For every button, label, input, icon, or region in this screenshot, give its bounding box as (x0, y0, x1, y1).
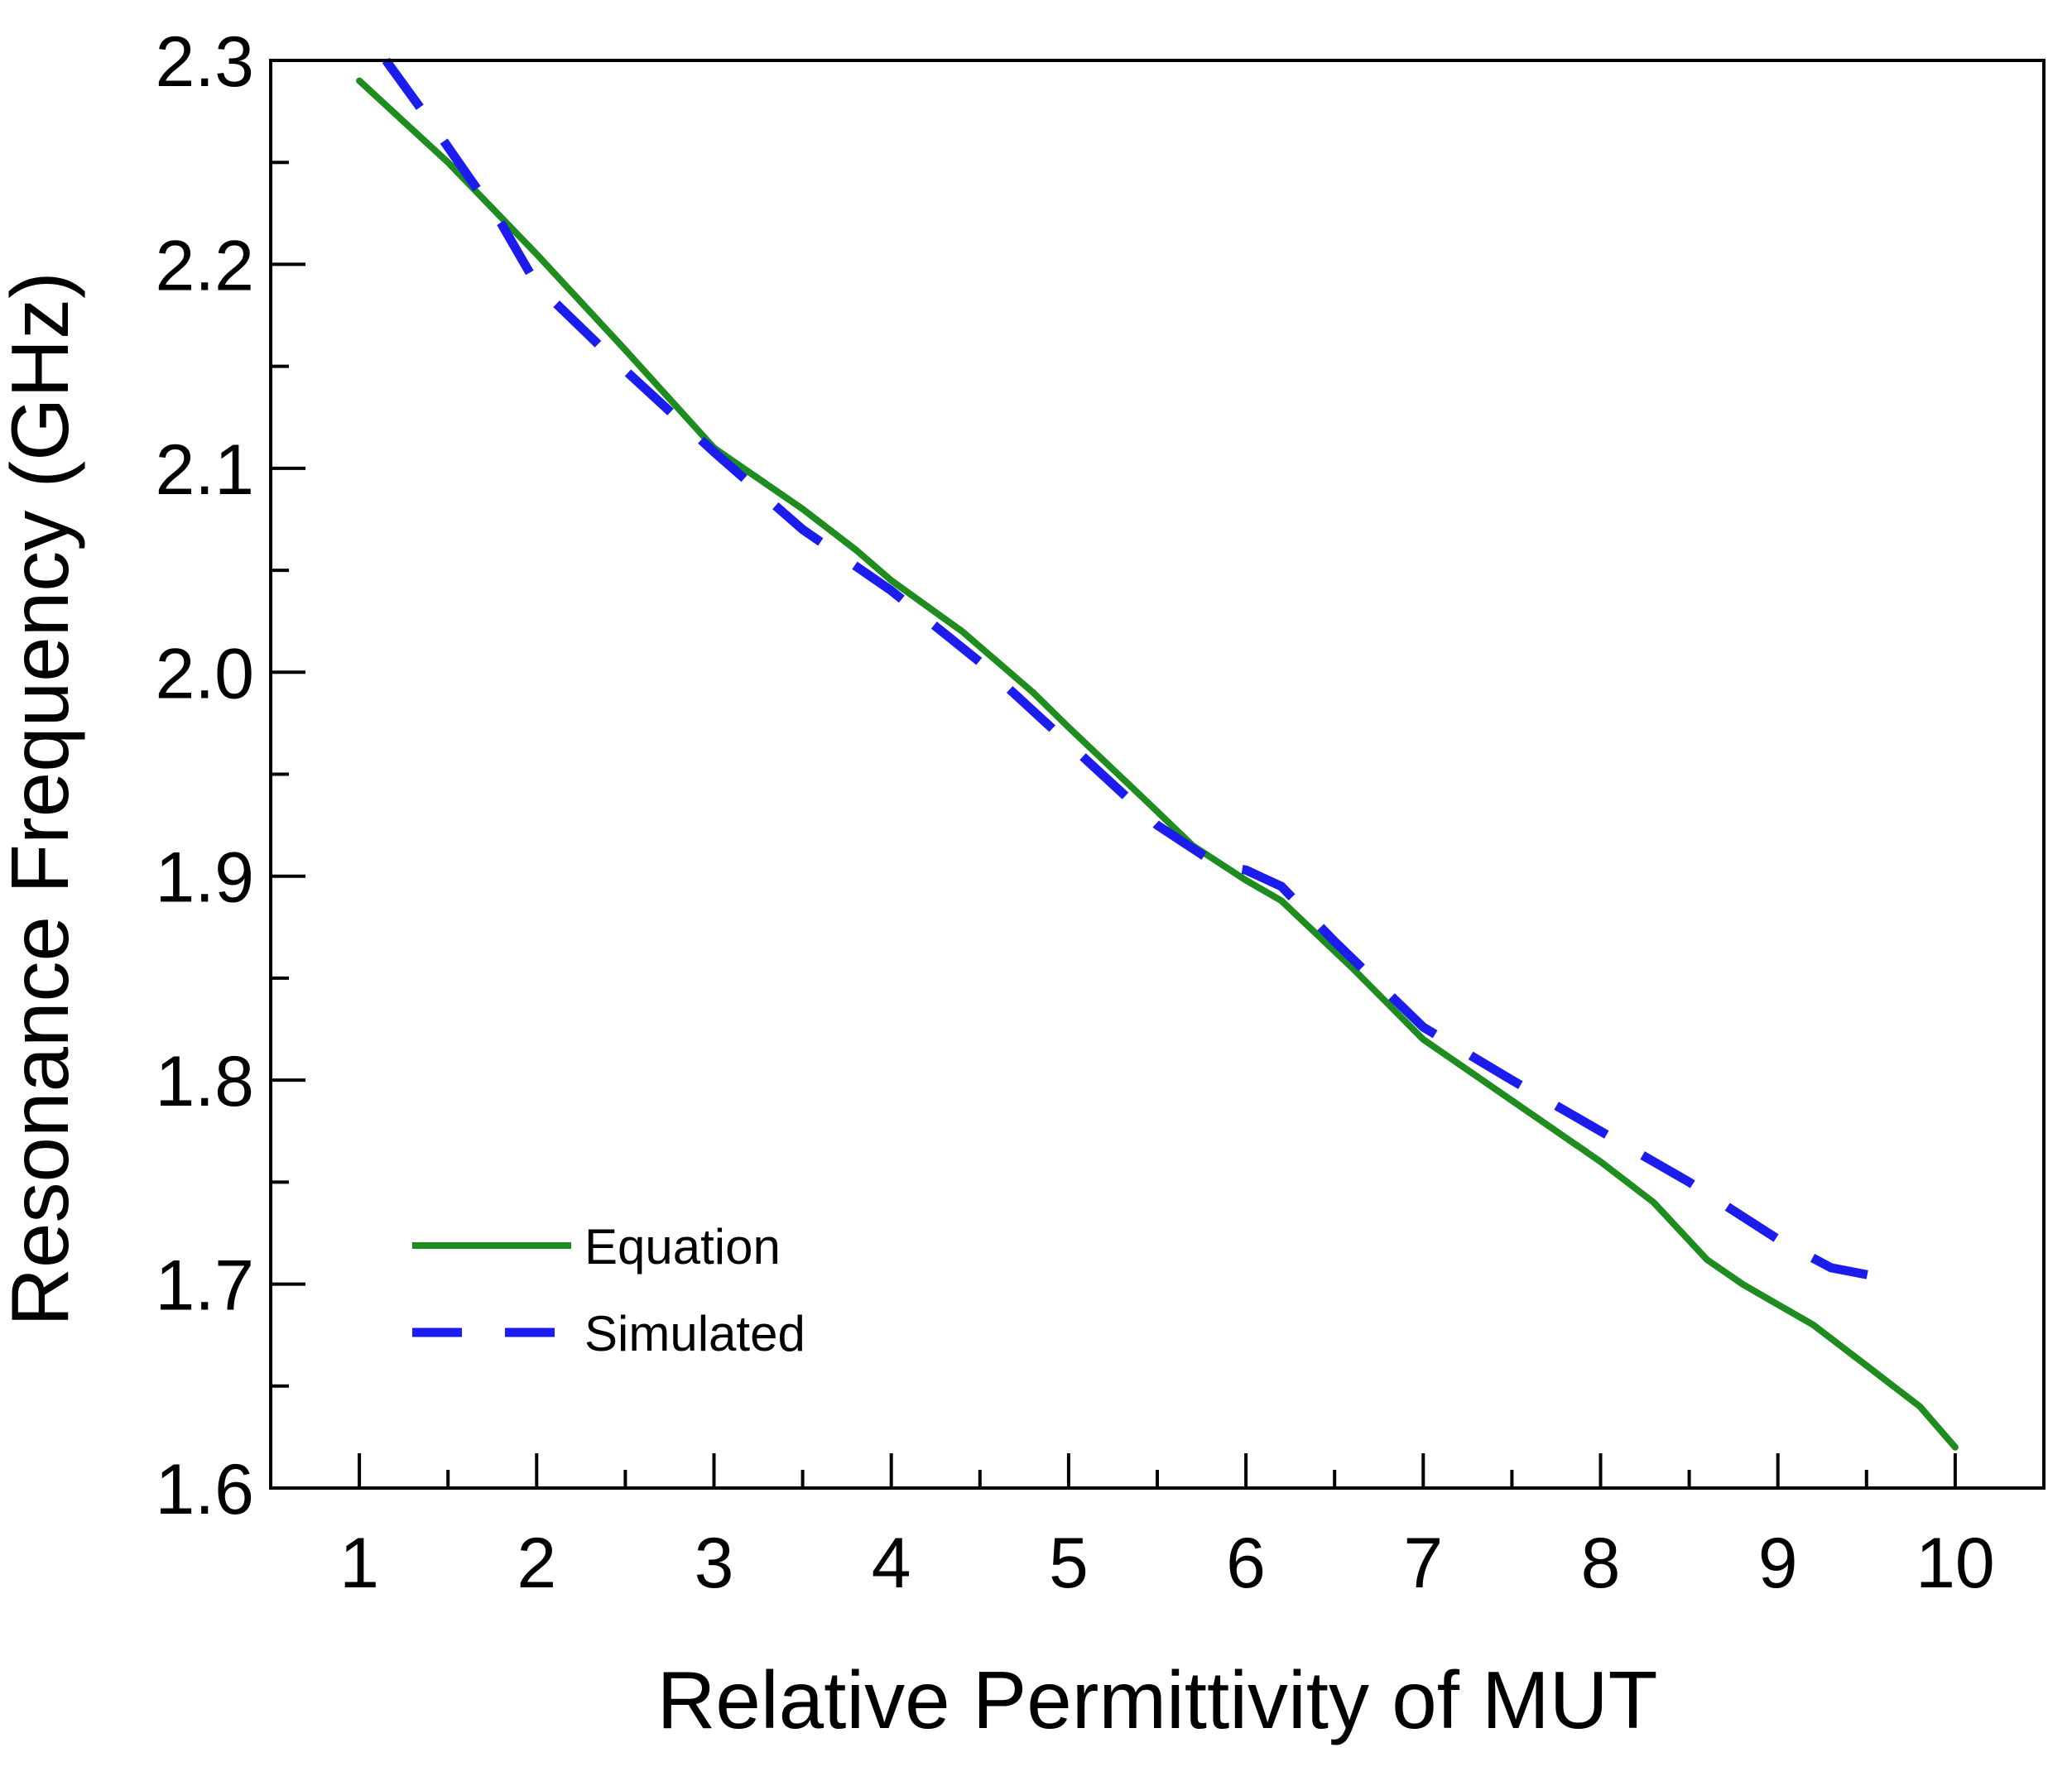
x-tick-label: 8 (1581, 1524, 1621, 1603)
y-tick-label: 2.0 (155, 634, 254, 713)
y-axis-title: Resonance Frequency (GHz) (0, 271, 85, 1327)
x-tick-label: 4 (872, 1524, 911, 1603)
y-tick-label: 2.1 (155, 430, 254, 510)
x-tick-label: 9 (1758, 1524, 1798, 1603)
y-tick-label: 2.3 (155, 22, 254, 102)
x-tick-label: 10 (1916, 1524, 1995, 1603)
plot-area (356, 57, 1959, 1451)
y-tick-label: 1.9 (155, 838, 254, 918)
x-tick-label: 6 (1226, 1524, 1266, 1603)
x-tick-label: 5 (1049, 1524, 1089, 1603)
legend-label-equation: Equation (584, 1219, 781, 1275)
series-line-simulated (382, 57, 1886, 1283)
legend-label-simulated: Simulated (584, 1306, 805, 1361)
axis-ticks (271, 59, 1957, 1490)
y-tick-label: 2.2 (155, 226, 254, 305)
x-tick-label: 3 (695, 1524, 734, 1603)
x-tick-label: 7 (1403, 1524, 1443, 1603)
x-axis-title: Relative Permittivity of MUT (657, 1654, 1658, 1745)
y-tick-label: 1.8 (155, 1042, 254, 1121)
legend: Equation Simulated (412, 1219, 805, 1361)
series-line-equation (356, 77, 1959, 1451)
x-tick-label: 2 (517, 1524, 556, 1603)
x-tick-label: 1 (339, 1524, 379, 1603)
y-tick-label: 1.7 (155, 1246, 254, 1326)
tick-labels: 1 2 3 4 5 6 7 8 9 10 1.6 1.7 1.8 1.9 2.0 2.1 2.2 2.3 (155, 22, 1994, 1603)
plot-frame (269, 59, 2046, 1490)
y-tick-label: 1.6 (155, 1450, 254, 1529)
